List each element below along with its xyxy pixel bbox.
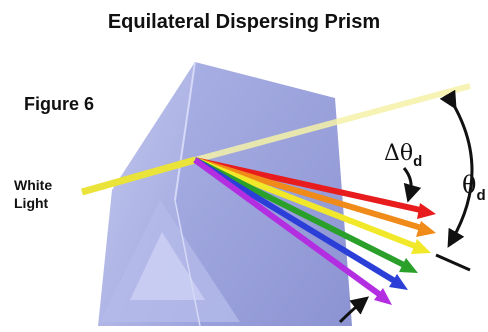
arrowhead [416,221,436,237]
figure-label: Figure 6 [24,94,94,114]
angle-label: θd [462,171,486,204]
diagram: Equilateral Dispersing Prism Figure 6 Wh… [0,0,488,332]
symbol: Δθ [384,141,413,166]
symbol: θ [462,171,476,199]
arrowhead [411,239,431,254]
page: {"title": "Equilateral Dispersing Prism"… [0,0,488,332]
beam-label: Light [14,195,49,211]
deviation-label: Δθd [384,141,422,170]
subscript: d [476,187,485,204]
reference-line [436,255,470,270]
deviation-arrow [404,168,411,194]
arrowhead [417,203,436,219]
subscript: d [413,153,422,170]
beam-label: White [14,177,52,193]
title: Equilateral Dispersing Prism [108,11,380,33]
